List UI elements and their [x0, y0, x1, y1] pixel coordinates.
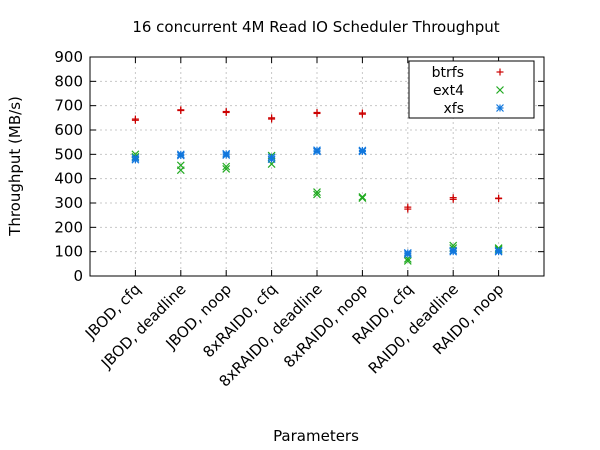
- y-tick-label: 800: [54, 72, 83, 90]
- y-tick-label: 500: [54, 145, 83, 163]
- y-tick-label: 200: [54, 218, 83, 236]
- data-point-ext4: [222, 162, 231, 171]
- legend-box: [408, 60, 535, 119]
- chart-title: 16 concurrent 4M Read IO Scheduler Throu…: [132, 18, 499, 36]
- data-point-ext4: [313, 188, 321, 196]
- data-point-xfs: [267, 153, 276, 162]
- data-point-xfs: [449, 246, 458, 255]
- data-point-btrfs: [495, 194, 503, 202]
- legend-label-xfs: xfs: [443, 101, 464, 117]
- y-tick-label: 400: [54, 170, 83, 188]
- data-point-btrfs: [313, 108, 321, 116]
- data-point-xfs: [131, 154, 140, 162]
- data-point-btrfs: [358, 109, 366, 117]
- y-axis-label: Throughput (MB/s): [6, 96, 24, 237]
- y-tick-label: 900: [54, 48, 83, 66]
- data-point-ext4: [403, 256, 412, 265]
- data-point-btrfs: [177, 106, 185, 114]
- data-point-xfs: [403, 248, 412, 257]
- data-point-btrfs: [222, 108, 230, 116]
- y-tick-label: 700: [54, 97, 83, 115]
- legend-label-btrfs: btrfs: [432, 65, 464, 81]
- data-point-xfs: [313, 146, 321, 155]
- data-point-ext4: [313, 190, 321, 199]
- data-point-btrfs: [404, 203, 412, 211]
- data-point-xfs: [176, 150, 185, 159]
- data-point-xfs: [222, 149, 231, 158]
- y-axis-ticks: 0 100 200 300 400 500 600 700 800 900: [54, 48, 544, 285]
- legend-marker-ext4: [496, 86, 504, 94]
- y-tick-label: 100: [54, 243, 83, 261]
- legend-marker-btrfs: [496, 68, 504, 76]
- x-axis-label: Parameters: [273, 427, 359, 445]
- data-point-ext4: [358, 194, 367, 203]
- data-point-btrfs: [449, 194, 457, 202]
- data-point-xfs: [494, 246, 503, 255]
- data-point-xfs: [358, 146, 367, 155]
- y-tick-label: 300: [54, 194, 83, 212]
- y-tick-label: 600: [54, 121, 83, 139]
- y-tick-label: 0: [73, 267, 83, 285]
- data-point-ext4: [358, 192, 367, 201]
- data-point-ext4: [176, 166, 185, 175]
- legend-marker-xfs: [496, 104, 504, 112]
- data-points: [131, 106, 503, 265]
- data-point-ext4: [222, 165, 231, 173]
- data-point-btrfs: [268, 114, 276, 122]
- data-point-btrfs: [131, 115, 139, 123]
- legend-label-ext4: ext4: [433, 83, 464, 99]
- legend: btrfs ext4 xfs: [432, 65, 504, 117]
